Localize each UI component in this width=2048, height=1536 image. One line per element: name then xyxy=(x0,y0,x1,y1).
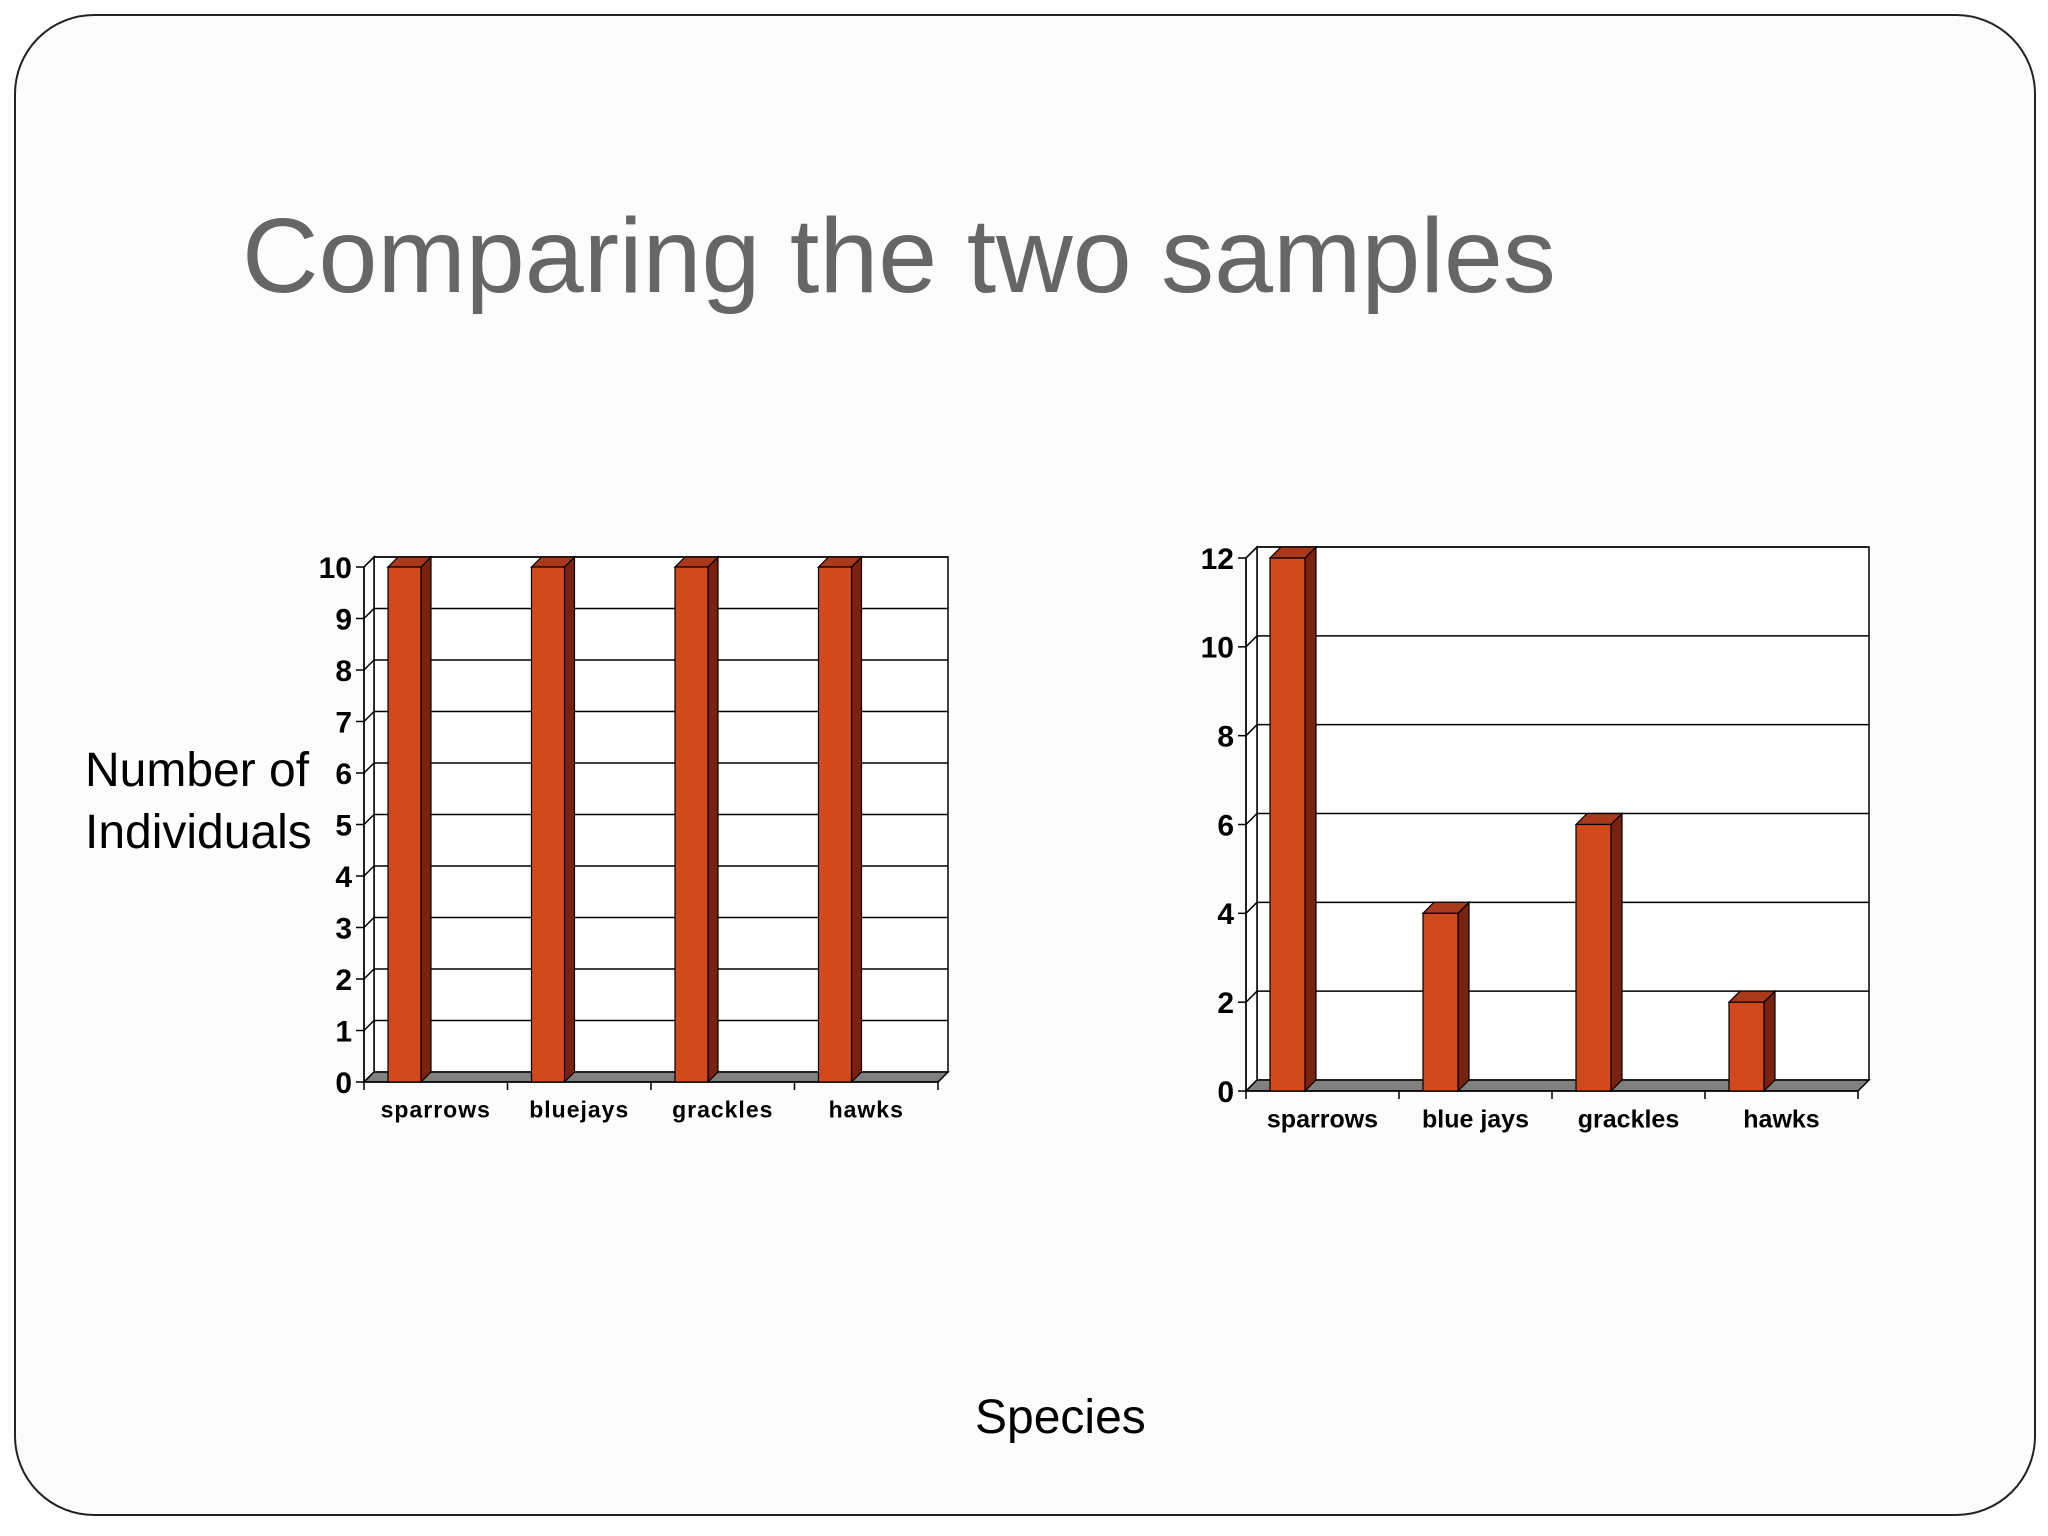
y-tick-label: 7 xyxy=(335,706,352,739)
y-tick-label: 4 xyxy=(335,861,352,894)
y-tick-label: 3 xyxy=(335,912,352,945)
bar xyxy=(674,566,709,1083)
gridline-side xyxy=(1245,546,1258,559)
x-tick-label: sparrows xyxy=(1267,1106,1378,1134)
y-tick-label: 5 xyxy=(335,809,352,842)
bar-side xyxy=(1763,989,1776,1093)
chart-floor xyxy=(1244,1079,1871,1092)
x-tick-label: grackles xyxy=(672,1097,773,1123)
bar xyxy=(530,566,566,1083)
gridline-side xyxy=(1245,812,1258,826)
gridline-side xyxy=(1245,990,1258,1003)
gridline-side xyxy=(363,762,375,774)
bar-side xyxy=(1304,545,1317,1093)
y-tick-label: 1 xyxy=(335,1015,352,1048)
y-axis-title: Number of Individuals xyxy=(85,740,312,864)
gridline-side xyxy=(363,865,375,877)
gridline-side xyxy=(363,968,375,980)
page-title: Comparing the two samples xyxy=(242,197,1556,315)
x-tick-label: hawks xyxy=(1743,1106,1819,1134)
bar xyxy=(1422,912,1459,1092)
bar xyxy=(1269,557,1306,1092)
x-tick-label: sparrows xyxy=(381,1097,491,1123)
gridline-side xyxy=(363,659,375,671)
gridline-side xyxy=(363,556,375,568)
gridline-side xyxy=(1245,635,1258,648)
y-tick-label: 0 xyxy=(335,1067,352,1100)
y-tick-label: 2 xyxy=(1217,987,1234,1020)
bar xyxy=(1575,823,1612,1092)
y-tick-label: 10 xyxy=(1201,632,1234,665)
gridline-side xyxy=(1245,901,1258,914)
gridline-side xyxy=(363,813,375,826)
y-tick-label: 4 xyxy=(1217,898,1234,931)
gridline-side xyxy=(363,916,375,929)
bar-side xyxy=(1610,812,1623,1093)
y-axis-title-line1: Number of xyxy=(85,744,310,797)
gridline-side xyxy=(363,607,375,620)
bar xyxy=(1728,1001,1765,1092)
y-tick-label: 8 xyxy=(1217,720,1234,753)
y-tick-label: 8 xyxy=(335,655,352,688)
y-tick-label: 6 xyxy=(1217,809,1234,842)
y-axis-title-line2: Individuals xyxy=(85,806,312,859)
x-tick-label: bluejays xyxy=(529,1097,629,1123)
gridline-side xyxy=(363,710,375,723)
bar xyxy=(817,566,853,1083)
gridline-side xyxy=(1245,724,1258,737)
x-tick-label: blue jays xyxy=(1422,1106,1529,1134)
y-tick-label: 10 xyxy=(319,552,352,585)
y-tick-label: 2 xyxy=(335,964,352,997)
x-tick-label: grackles xyxy=(1578,1106,1679,1134)
y-tick-label: 9 xyxy=(335,603,352,636)
x-tick-label: hawks xyxy=(829,1097,904,1123)
y-tick-label: 0 xyxy=(1217,1076,1234,1109)
y-tick-label: 12 xyxy=(1201,543,1234,576)
bar xyxy=(387,566,422,1083)
bar-side xyxy=(1457,900,1470,1093)
y-tick-label: 6 xyxy=(335,758,352,791)
gridline-side xyxy=(363,1019,375,1032)
x-axis-title: Species xyxy=(975,1391,1146,1444)
